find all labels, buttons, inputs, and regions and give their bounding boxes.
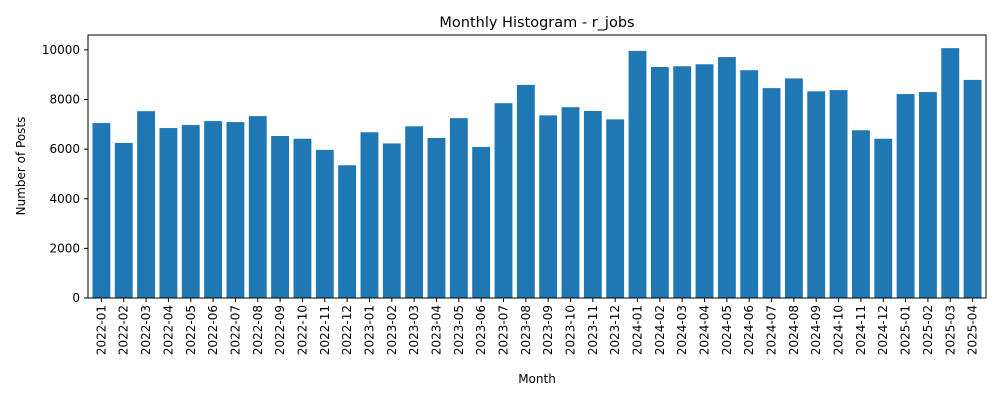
x-axis-label: Month (518, 372, 556, 386)
bar-2025-01 (896, 94, 915, 298)
x-tick-label: 2025-03 (943, 305, 957, 355)
bar-2023-02 (382, 143, 401, 298)
y-axis-ticks: 0 2000 4000 6000 8000 10000 (42, 43, 88, 305)
y-axis-label: Number of Posts (14, 117, 28, 216)
x-tick-label: 2022-03 (139, 305, 153, 355)
bar-2023-10 (561, 107, 580, 298)
x-tick-label: 2025-01 (899, 305, 913, 355)
bar-2024-08 (784, 78, 803, 298)
bar-2022-08 (248, 116, 267, 298)
x-tick-label: 2023-09 (541, 305, 555, 355)
bar-2023-09 (539, 115, 558, 298)
x-tick-label: 2023-02 (385, 305, 399, 355)
x-tick-label: 2022-09 (273, 305, 287, 355)
x-tick-label: 2022-05 (184, 305, 198, 355)
x-tick-label: 2022-02 (117, 305, 131, 355)
bars-layer (92, 48, 982, 299)
bar-2024-12 (874, 138, 893, 298)
bar-2024-04 (695, 64, 714, 298)
x-tick-label: 2022-01 (94, 305, 108, 355)
y-tick-label: 10000 (42, 43, 80, 57)
y-tick-label: 8000 (49, 93, 80, 107)
bar-2022-07 (226, 122, 245, 298)
bar-2025-04 (963, 79, 982, 298)
x-tick-label: 2024-12 (876, 305, 890, 355)
bar-2023-07 (494, 103, 513, 298)
x-tick-label: 2024-10 (832, 305, 846, 355)
bar-2022-04 (159, 128, 178, 298)
bar-2023-05 (449, 118, 468, 299)
x-tick-label: 2024-06 (742, 305, 756, 355)
x-tick-label: 2024-07 (765, 305, 779, 355)
x-tick-label: 2023-03 (407, 305, 421, 355)
bar-2022-06 (204, 121, 223, 298)
x-tick-label: 2024-08 (787, 305, 801, 355)
x-tick-label: 2022-06 (206, 305, 220, 355)
x-tick-label: 2022-07 (228, 305, 242, 355)
bar-2024-02 (650, 67, 669, 298)
x-tick-label: 2024-04 (698, 305, 712, 355)
bar-2022-11 (315, 149, 334, 298)
y-tick-label: 0 (72, 291, 80, 305)
x-tick-label: 2024-11 (854, 305, 868, 355)
bar-2023-03 (405, 126, 424, 298)
bar-2023-11 (583, 110, 602, 298)
bar-2025-03 (941, 48, 960, 299)
x-tick-label: 2024-01 (631, 305, 645, 355)
y-tick-label: 4000 (49, 192, 80, 206)
bar-2023-04 (427, 137, 446, 298)
y-tick-label: 2000 (49, 241, 80, 255)
chart-title: Monthly Histogram - r_jobs (439, 15, 634, 31)
x-tick-label: 2024-02 (653, 305, 667, 355)
bar-2024-09 (807, 91, 826, 298)
bar-2023-01 (360, 132, 379, 298)
bar-2024-03 (673, 66, 692, 298)
x-tick-label: 2025-02 (921, 305, 935, 355)
bar-2024-11 (851, 130, 870, 298)
x-tick-label: 2024-09 (809, 305, 823, 355)
bar-2022-05 (181, 125, 200, 298)
x-tick-label: 2023-10 (564, 305, 578, 355)
bar-2024-05 (717, 57, 736, 298)
x-tick-label: 2023-11 (586, 305, 600, 355)
x-tick-label: 2023-06 (474, 305, 488, 355)
bar-2024-10 (829, 90, 848, 298)
y-tick-label: 6000 (49, 142, 80, 156)
x-tick-label: 2022-11 (318, 305, 332, 355)
x-tick-label: 2023-12 (608, 305, 622, 355)
x-tick-label: 2023-05 (452, 305, 466, 355)
x-tick-label: 2023-01 (362, 305, 376, 355)
x-tick-label: 2023-07 (496, 305, 510, 355)
x-tick-label: 2022-04 (161, 305, 175, 355)
x-tick-label: 2023-04 (429, 305, 443, 355)
x-tick-label: 2022-08 (251, 305, 265, 355)
bar-2023-06 (472, 146, 491, 298)
x-tick-label: 2025-04 (966, 305, 980, 355)
x-tick-label: 2023-08 (519, 305, 533, 355)
bar-2024-07 (762, 88, 781, 298)
plot-frame (87, 34, 987, 299)
x-tick-label: 2022-10 (295, 305, 309, 355)
bar-2022-09 (271, 135, 290, 298)
x-tick-label: 2024-05 (720, 305, 734, 355)
bar-2025-02 (918, 92, 937, 298)
bar-2022-02 (114, 142, 133, 298)
bar-2022-03 (137, 111, 156, 298)
bar-2023-08 (516, 84, 535, 299)
bar-2022-01 (92, 123, 111, 298)
bar-2023-12 (606, 119, 625, 298)
bar-2024-01 (628, 50, 647, 298)
bar-2022-12 (338, 165, 357, 298)
bar-2022-10 (293, 138, 312, 298)
x-tick-label: 2022-12 (340, 305, 354, 355)
x-axis-ticks: 2022-01 2022-02 2022-03 2022-04 2022-05 2022-… (94, 298, 980, 355)
x-tick-label: 2024-03 (675, 305, 689, 355)
bar-2024-06 (740, 70, 759, 298)
